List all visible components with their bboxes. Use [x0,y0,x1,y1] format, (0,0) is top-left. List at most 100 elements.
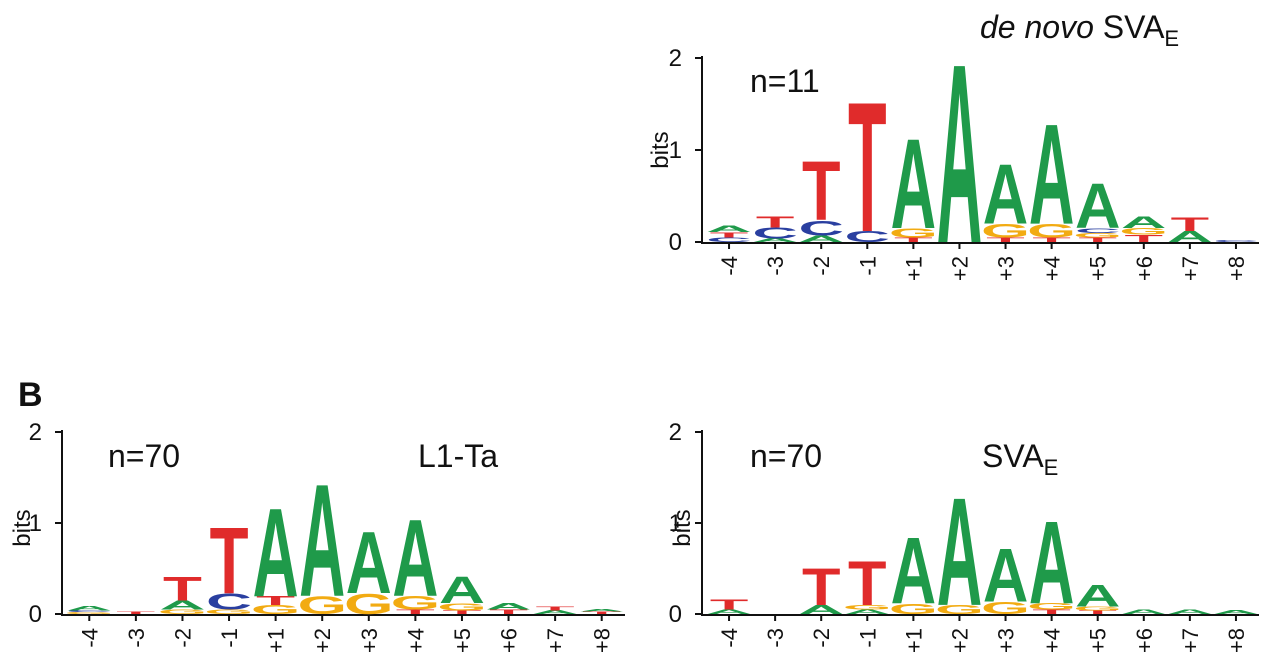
logo-letter-c: C [752,225,797,242]
logo-letter-c: C [845,228,890,245]
x-tick-label: +1 [901,256,926,281]
sample-count-annotation: n=11 [750,63,820,99]
logo-letter-c: C [706,236,751,243]
logo-letter-t: T [848,65,886,271]
logo-letter-t: T [1032,608,1070,615]
logo-letter-t: T [848,549,886,619]
panel-b-label: B [18,376,43,414]
y-tick-label: 1 [669,510,682,537]
logo-letter-a: A [1029,95,1074,254]
x-tick-label: +4 [1040,256,1065,281]
y-tick-label: 1 [29,510,42,537]
logo-letter-g: G [391,592,441,613]
y-tick-label: 0 [669,229,682,256]
x-tick-label: -3 [763,256,788,276]
x-tick-label: -4 [77,628,102,648]
y-tick-label: 2 [669,45,682,72]
logo-letter-t: T [210,509,249,615]
logo-letter-a: A [159,598,205,612]
logo-letter-t: T [536,606,575,612]
logo-letter-a: A [798,603,843,617]
sample-count-annotation: n=70 [108,438,180,474]
logo-letter-g: G [1073,232,1122,239]
x-tick-label: +3 [357,628,382,652]
x-tick-label: +4 [1040,628,1065,652]
logo-letter-c: C [66,610,112,613]
logo-letter-a: A [937,465,982,638]
sample-count-annotation: n=70 [750,438,822,474]
logo-letter-t: T [1078,236,1116,243]
x-tick-label: +7 [1178,256,1203,281]
logo-letter-a: A [299,450,345,630]
x-tick-label: -1 [217,628,242,648]
x-tick-label: +5 [450,628,475,652]
x-tick-label: +8 [1224,256,1249,281]
logo-letter-g: G [251,602,301,616]
x-tick-label: +2 [947,628,972,652]
y-axis-label: bits [9,509,36,546]
x-tick-label: -4 [717,628,742,648]
x-tick-label: -2 [809,628,834,648]
logo-letter-a: A [706,608,751,615]
logo-letter-a: A [798,234,843,244]
logo-letter-a: A [439,570,485,612]
logo-letter-a: A [1075,578,1120,614]
x-tick-label: +6 [1132,256,1157,281]
y-tick-label: 1 [669,137,682,164]
x-tick-label: +1 [901,628,926,652]
x-tick-label: +5 [1086,628,1111,652]
chart-title: de novo SVAE [980,9,1179,51]
x-tick-label: +6 [1132,628,1157,652]
logo-letter-g: G [889,226,938,240]
logo-letter-t: T [894,236,932,243]
logo-letter-t: T [1171,214,1209,235]
logo-letter-a: A [486,601,532,611]
logo-letter-g: G [437,601,487,612]
logo-letter-a: A [1121,213,1166,232]
logo-letter-c: C [1213,240,1258,243]
logo-letter-g: G [843,604,892,611]
x-tick-label: +8 [590,628,615,652]
logo-letter-a: A [1167,228,1212,245]
logo-letter-t: T [489,608,528,615]
logo-letter-a: A [1075,172,1120,243]
x-tick-label: +7 [543,628,568,652]
logo-letter-g: G [204,608,254,615]
x-tick-label: +2 [947,256,972,281]
logo-letter-a: A [891,114,936,256]
logo-panel-b-left: 012bitsGCA-4T-3GAT-2GCT-1GTA+1GA+2GA+3TG… [9,419,625,653]
logo-letter-g: G [981,598,1030,618]
logo-letter-t: T [256,593,295,607]
logo-letter-a: A [346,514,392,613]
logo-letter-t: T [1032,236,1070,243]
y-axis-label: bits [669,509,696,546]
logo-letter-t: T [710,596,748,613]
y-axis-label: bits [647,131,674,168]
logo-letter-a: A [845,608,890,615]
x-tick-label: +6 [497,628,522,652]
logo-letter-a: A [706,224,751,234]
chart-title: SVAE [982,438,1058,480]
logo-letter-a: A [66,605,112,612]
logo-letter-t: T [986,236,1024,243]
logo-letter-a: A [532,609,578,615]
logo-letter-a: A [891,518,936,624]
logo-letter-g: G [981,220,1030,241]
x-tick-label: +3 [994,256,1019,281]
logo-letter-a: A [1167,608,1212,615]
logo-letter-t: T [802,558,840,617]
logo-letter-a: A [1121,608,1166,615]
logo-letter-g: G [65,612,115,615]
x-tick-label: +1 [264,628,289,652]
x-tick-label: -1 [855,256,880,276]
logo-letter-c: C [1075,227,1120,234]
logo-letter-t: T [443,609,482,615]
logo-letter-t: T [1125,233,1164,245]
chart-title: L1-Ta [418,438,498,474]
x-tick-label: -3 [124,628,149,648]
logo-letter-a: A [1213,610,1258,616]
x-tick-label: +7 [1178,628,1203,652]
logo-letter-c: C [206,589,252,614]
